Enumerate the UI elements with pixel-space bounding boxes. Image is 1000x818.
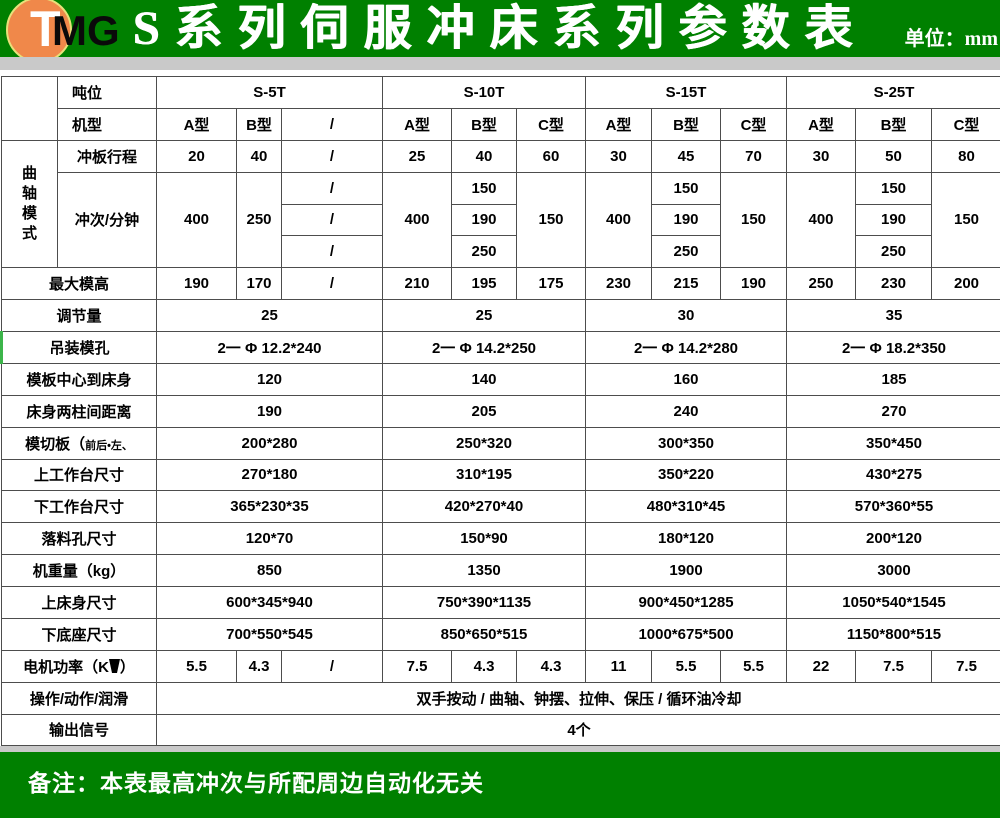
- svg-text:MG: MG: [52, 7, 120, 54]
